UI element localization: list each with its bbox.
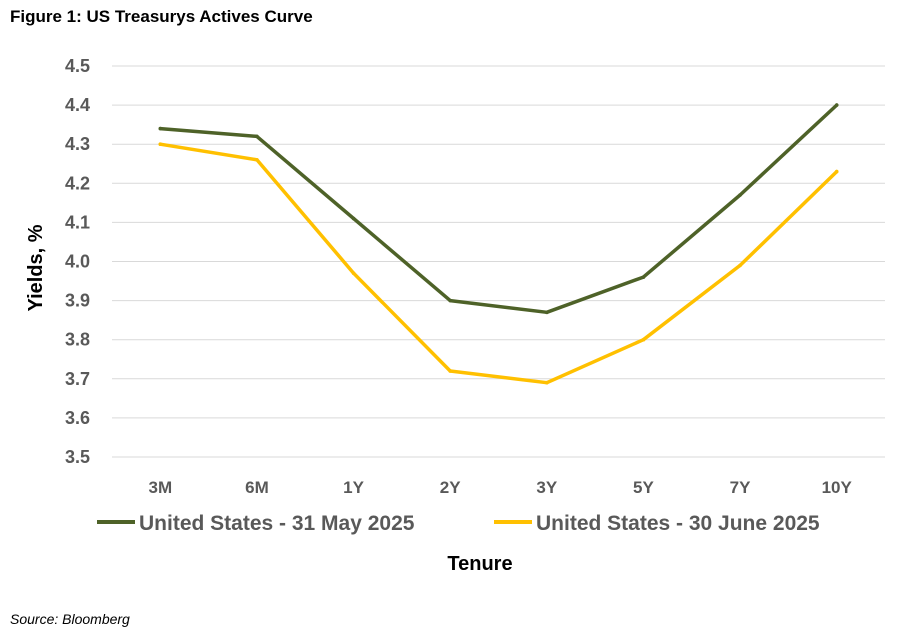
series-line-1 — [158, 103, 839, 315]
data-point — [738, 193, 742, 197]
legend: United States - 31 May 2025 United States… — [97, 512, 820, 535]
source-note: Source: Bloomberg — [10, 611, 130, 627]
figure-title: Figure 1: US Treasurys Actives Curve — [10, 7, 313, 26]
x-tick-label: 6M — [245, 478, 269, 497]
y-tick-label: 3.5 — [65, 447, 90, 467]
x-tick-label: 3M — [149, 478, 173, 497]
series-lines — [158, 103, 839, 385]
x-tick-label: 3Y — [536, 478, 557, 497]
y-tick-label: 4.0 — [65, 252, 90, 272]
y-tick-label: 4.1 — [65, 212, 90, 232]
data-point — [448, 298, 452, 303]
y-axis-title: Yields, % — [25, 224, 47, 311]
series-line-2 — [158, 142, 839, 385]
y-tick-label: 3.9 — [65, 291, 90, 311]
data-point — [255, 134, 259, 139]
legend-label: United States - 30 June 2025 — [536, 512, 820, 535]
x-tick-labels: 3M 6M 1Y 2Y 3Y 5Y 7Y 10Y — [149, 478, 853, 497]
x-tick-label: 1Y — [343, 478, 364, 497]
x-tick-label: 7Y — [730, 478, 751, 497]
data-point — [641, 337, 646, 342]
data-point — [545, 380, 549, 385]
x-tick-label: 2Y — [440, 478, 461, 497]
data-point — [448, 369, 452, 373]
y-tick-label: 4.4 — [65, 95, 90, 115]
x-axis-title: Tenure — [447, 553, 512, 575]
data-point — [351, 216, 356, 221]
data-point — [158, 126, 163, 131]
data-point — [158, 142, 163, 146]
data-point — [738, 263, 742, 268]
data-point — [834, 103, 839, 107]
y-tick-label: 3.8 — [65, 330, 90, 350]
data-point — [641, 275, 646, 279]
y-tick-label: 3.6 — [65, 408, 90, 428]
data-point — [255, 158, 259, 162]
y-tick-labels: 3.5 3.6 3.7 3.8 3.9 4.0 4.1 4.2 4.3 4.4 4.5 — [65, 56, 90, 467]
y-tick-label: 4.5 — [65, 56, 90, 76]
x-tick-label: 10Y — [822, 478, 853, 497]
gridlines — [112, 65, 885, 458]
data-point — [351, 271, 356, 276]
y-tick-label: 3.7 — [65, 369, 90, 389]
legend-label: United States - 31 May 2025 — [139, 512, 415, 535]
data-point — [834, 169, 839, 174]
y-tick-label: 4.3 — [65, 134, 90, 154]
x-tick-label: 5Y — [633, 478, 654, 497]
data-point — [545, 310, 549, 315]
y-tick-label: 4.2 — [65, 173, 90, 193]
